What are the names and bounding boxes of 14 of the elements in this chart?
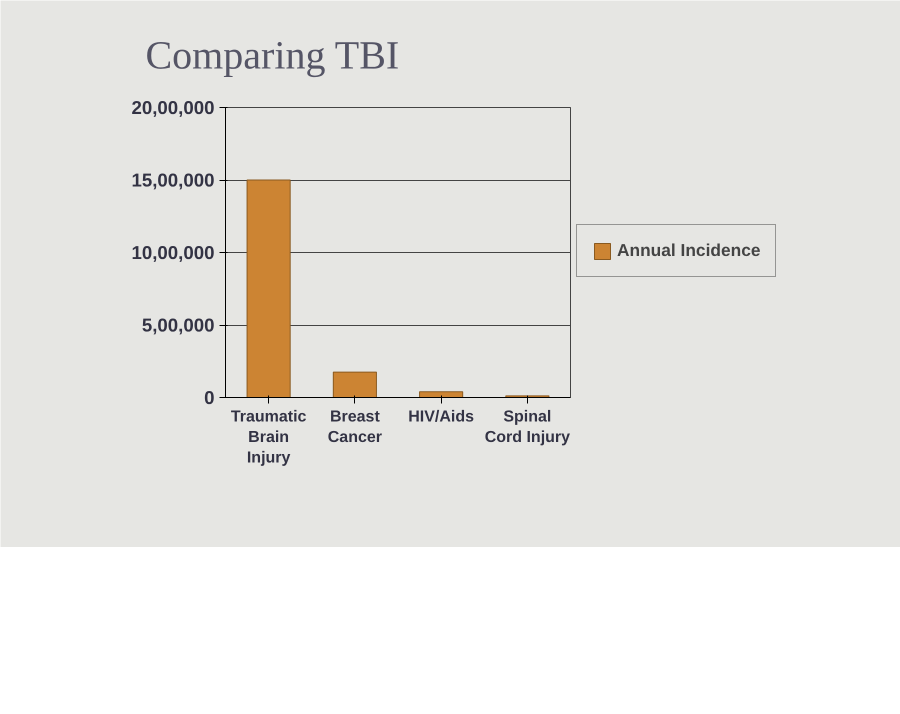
x-tick-label: HIV/Aids xyxy=(408,408,474,426)
x-tick-label: Spinal Cord Injury xyxy=(484,408,570,446)
bar xyxy=(332,372,377,398)
bar xyxy=(419,391,464,398)
y-tick-label: 20,00,000 xyxy=(132,97,215,118)
y-tick-label: 5,00,000 xyxy=(142,314,215,336)
x-tick-label: Breast Cancer xyxy=(328,408,382,446)
y-tick-label: 0 xyxy=(204,387,215,408)
chart-title: Comparing TBI xyxy=(146,32,400,78)
y-tick-label: 15,00,000 xyxy=(132,170,215,190)
legend-label: Annual Incidence xyxy=(617,240,760,261)
bar xyxy=(246,180,291,398)
y-tick-label: 10,00,000 xyxy=(132,242,215,263)
x-tick-label: Traumatic Brain Injury xyxy=(230,408,307,466)
